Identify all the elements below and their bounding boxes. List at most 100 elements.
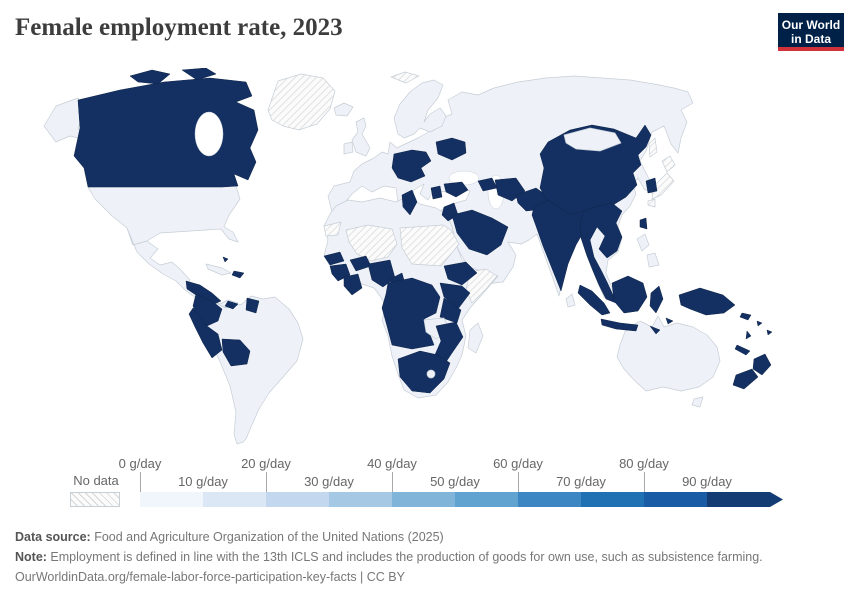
region-alaska[interactable]: [43, 97, 87, 143]
tick-40: 40 g/day: [367, 456, 417, 471]
region-drcongo-angola[interactable]: [381, 277, 441, 350]
region-sulawesi[interactable]: [649, 285, 664, 314]
legend-swatch-4[interactable]: [392, 492, 455, 507]
region-panama[interactable]: [224, 300, 239, 310]
region-philippines-south[interactable]: [646, 252, 660, 268]
region-canada-arctic-2[interactable]: [181, 67, 217, 81]
region-vanuatu[interactable]: [745, 330, 752, 340]
url-line: OurWorldinData.org/female-labor-force-pa…: [15, 567, 815, 587]
region-scandinavia[interactable]: [393, 79, 447, 139]
region-tunisia[interactable]: [401, 189, 418, 216]
region-south-america-base[interactable]: [194, 293, 304, 445]
tick-line-40: [392, 472, 393, 492]
world-map: [0, 67, 850, 448]
region-belarus-latvia[interactable]: [435, 137, 467, 161]
owid-logo-line2: in Data: [790, 32, 831, 46]
region-japan-honshu[interactable]: [651, 172, 675, 200]
region-papua-new-guinea[interactable]: [678, 287, 736, 316]
region-fiji[interactable]: [766, 329, 773, 336]
region-china[interactable]: [539, 124, 652, 218]
tick-50: 50 g/day: [430, 474, 480, 489]
region-madagascar[interactable]: [467, 322, 484, 354]
region-lesotho[interactable]: [426, 369, 436, 379]
region-new-caledonia[interactable]: [734, 344, 751, 356]
region-ethiopia[interactable]: [443, 261, 478, 286]
region-united-kingdom[interactable]: [351, 117, 371, 157]
region-ireland[interactable]: [343, 141, 354, 155]
region-mozambique-zimbabwe[interactable]: [433, 321, 464, 366]
region-australia[interactable]: [616, 315, 721, 392]
region-philippines[interactable]: [636, 233, 650, 252]
region-nigeria[interactable]: [367, 259, 396, 288]
region-cote-divoire[interactable]: [343, 273, 363, 296]
region-mongolia[interactable]: [563, 127, 622, 152]
legend-swatch-6[interactable]: [518, 492, 581, 507]
region-taiwan[interactable]: [639, 217, 648, 230]
region-indochina-myanmar-thailand[interactable]: [579, 202, 623, 304]
tick-80: 80 g/day: [619, 456, 669, 471]
region-germany-austria-czechia[interactable]: [391, 149, 432, 183]
hudson-bay: [194, 111, 224, 157]
region-albania-macedonia[interactable]: [430, 185, 443, 200]
no-data-swatch[interactable]: [70, 492, 120, 507]
region-united-states[interactable]: [87, 185, 241, 246]
owid-url-link[interactable]: OurWorldinData.org/female-labor-force-pa…: [15, 570, 357, 584]
region-new-zealand-north[interactable]: [752, 353, 772, 376]
note-line: Note: Employment is defined in line with…: [15, 547, 815, 567]
legend-swatch-8[interactable]: [644, 492, 707, 507]
region-java[interactable]: [600, 318, 639, 332]
region-japan-kyushu[interactable]: [647, 198, 656, 208]
region-sudan-eritrea[interactable]: [399, 224, 460, 267]
legend-swatch-3[interactable]: [329, 492, 392, 507]
region-moluccas[interactable]: [665, 317, 674, 325]
region-new-zealand-south[interactable]: [732, 368, 759, 390]
legend-swatch-9[interactable]: [707, 492, 770, 507]
owid-logo[interactable]: Our World in Data: [778, 13, 844, 51]
region-mexico[interactable]: [126, 227, 239, 310]
region-south-africa[interactable]: [397, 350, 451, 394]
region-hispaniola[interactable]: [231, 270, 245, 279]
region-timor[interactable]: [649, 325, 661, 335]
region-cuba[interactable]: [205, 263, 232, 276]
legend-swatch-7[interactable]: [581, 492, 644, 507]
region-tasmania[interactable]: [691, 396, 704, 408]
owid-logo-red-bar: [778, 47, 844, 51]
region-peru[interactable]: [188, 307, 223, 359]
region-japan-hokkaido[interactable]: [661, 155, 676, 173]
no-data-label: No data: [73, 473, 119, 488]
legend-swatch-1[interactable]: [203, 492, 266, 507]
tick-10: 10 g/day: [178, 474, 228, 489]
tick-line-60: [518, 472, 519, 492]
region-bulgaria[interactable]: [443, 181, 469, 198]
tick-90: 90 g/day: [682, 474, 732, 489]
tick-line-0: [140, 472, 141, 492]
region-canada[interactable]: [73, 77, 259, 188]
region-solomon-islands-2[interactable]: [756, 320, 763, 327]
map-legend: No data 0 g/day 10 g/day 20 g/day 30 g/d…: [0, 455, 850, 510]
region-sri-lanka[interactable]: [565, 293, 576, 308]
region-borneo[interactable]: [611, 275, 648, 314]
region-senegal[interactable]: [323, 251, 345, 266]
region-iceland[interactable]: [333, 102, 354, 117]
region-solomon-islands[interactable]: [739, 312, 752, 321]
region-sakhalin[interactable]: [648, 137, 658, 158]
region-bolivia[interactable]: [221, 338, 251, 367]
region-canada-arctic-1[interactable]: [129, 69, 171, 85]
note-label: Note:: [15, 550, 47, 564]
legend-swatch-2[interactable]: [266, 492, 329, 507]
license-link[interactable]: CC BY: [366, 570, 405, 584]
region-guyana[interactable]: [245, 297, 260, 314]
region-south-korea[interactable]: [645, 177, 658, 194]
region-tanzania[interactable]: [439, 297, 462, 324]
region-svalbard[interactable]: [390, 71, 420, 84]
region-greenland[interactable]: [267, 73, 336, 131]
region-mali-niger[interactable]: [345, 224, 398, 262]
legend-swatch-5[interactable]: [455, 492, 518, 507]
region-central-america[interactable]: [185, 280, 222, 306]
region-bahamas[interactable]: [222, 256, 229, 263]
region-western-sahara[interactable]: [323, 221, 342, 237]
region-saudi-arabia[interactable]: [451, 209, 509, 256]
legend-swatch-0[interactable]: [140, 492, 203, 507]
region-sumatra[interactable]: [577, 284, 611, 316]
region-kenya-uganda[interactable]: [439, 282, 471, 310]
